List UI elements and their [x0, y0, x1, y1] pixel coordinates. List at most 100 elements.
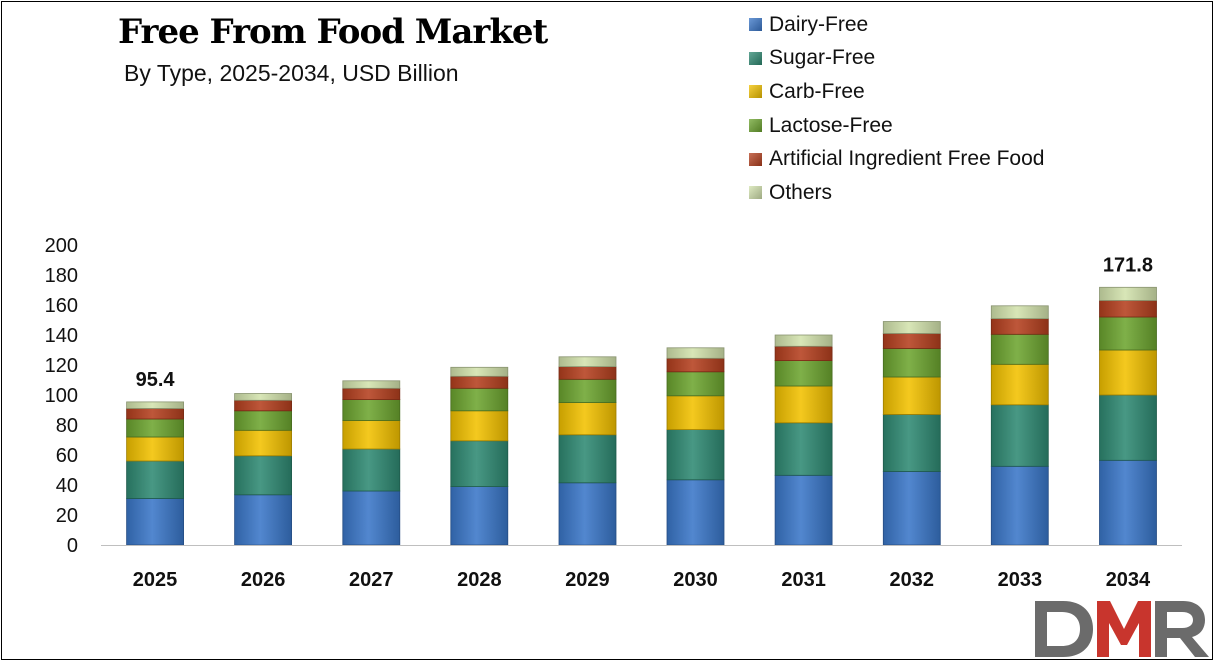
bar-artificial-ingredient-free-food-2034 — [1099, 300, 1157, 318]
bar-others-2026 — [234, 393, 293, 401]
y-tick-label-40: 40 — [56, 475, 78, 497]
y-tick-label-200: 200 — [45, 235, 78, 257]
bar-sugar-free-2033 — [990, 404, 1049, 467]
y-tick-label-160: 160 — [45, 295, 78, 317]
bar-lactose-free-2034 — [1099, 316, 1157, 351]
bar-stack-2031 — [774, 334, 833, 546]
bar-dairy-free-2032 — [882, 471, 941, 546]
bar-carb-free-2026 — [234, 429, 293, 457]
logo-letter-d — [1035, 601, 1093, 657]
bar-carb-free-2027 — [342, 420, 401, 450]
bar-dairy-free-2025 — [126, 498, 184, 546]
bar-artificial-ingredient-free-food-2033 — [990, 318, 1049, 335]
bar-carb-free-2030 — [666, 395, 725, 430]
bar-lactose-free-2031 — [774, 360, 833, 387]
bar-carb-free-2028 — [450, 410, 509, 442]
x-axis: 2025 2026 2027 2028 2029 2030 2031 2032 2033 2034 — [101, 545, 1182, 591]
bar-lactose-free-2033 — [990, 333, 1049, 365]
bar-dairy-free-2028 — [450, 486, 509, 546]
bar-others-2034 — [1099, 286, 1157, 301]
y-tick-label-0: 0 — [67, 535, 78, 557]
bar-others-2031 — [774, 334, 833, 347]
chart-title: Free From Food Market — [118, 12, 548, 52]
bar-others-2025 — [126, 401, 184, 409]
bar-lactose-free-2027 — [342, 399, 401, 421]
logo-letter-r — [1155, 601, 1209, 657]
bar-carb-free-2031 — [774, 385, 833, 424]
bar-sugar-free-2034 — [1099, 394, 1157, 461]
bar-carb-free-2025 — [126, 436, 184, 462]
x-tick-label-2026: 2026 — [241, 569, 286, 591]
legend-label: Sugar-Free — [769, 46, 876, 70]
bar-lactose-free-2030 — [666, 371, 725, 397]
bar-others-2030 — [666, 347, 725, 359]
legend-swatch — [749, 51, 762, 65]
chart-legend: Dairy-Free Sugar-Free Carb-Free Lactose-Fre… — [749, 8, 1044, 210]
legend-item-lactose-free: Lactose-Free — [749, 109, 1044, 143]
legend-item-artificial-ingredient-free-food: Artificial Ingredient Free Food — [749, 142, 1044, 176]
bar-lactose-free-2029 — [558, 378, 617, 403]
bar-carb-free-2029 — [558, 402, 617, 436]
bar-others-2029 — [558, 356, 617, 367]
bar-others-2028 — [450, 366, 509, 377]
bar-sugar-free-2030 — [666, 429, 725, 481]
bar-artificial-ingredient-free-food-2025 — [126, 408, 184, 420]
bar-artificial-ingredient-free-food-2029 — [558, 366, 617, 380]
bar-carb-free-2033 — [990, 363, 1049, 406]
legend-swatch — [749, 119, 762, 133]
chart-subtitle: By Type, 2025-2034, USD Billion — [124, 60, 459, 86]
y-tick-label-20: 20 — [56, 505, 78, 527]
y-tick-label-80: 80 — [56, 415, 78, 437]
data-label-2025: 95.4 — [136, 369, 176, 391]
legend-label: Carb-Free — [769, 79, 865, 103]
bar-sugar-free-2027 — [342, 448, 401, 492]
bar-dairy-free-2033 — [990, 465, 1049, 546]
y-axis: 0 20 40 60 80 100 120 140 160 180 200 — [45, 235, 78, 557]
bar-others-2033 — [990, 305, 1049, 319]
bar-artificial-ingredient-free-food-2028 — [450, 375, 509, 389]
x-tick-label-2034: 2034 — [1106, 569, 1151, 591]
legend-swatch — [749, 152, 762, 166]
bar-dairy-free-2030 — [666, 479, 725, 546]
bar-lactose-free-2028 — [450, 387, 509, 412]
bar-others-2027 — [342, 380, 401, 389]
bar-stack-2030 — [666, 347, 725, 546]
bar-stack-2028 — [450, 366, 509, 546]
y-tick-label-140: 140 — [45, 325, 78, 347]
y-tick-label-60: 60 — [56, 445, 78, 467]
bar-dairy-free-2031 — [774, 474, 833, 546]
bar-stack-2027 — [342, 380, 401, 546]
legend-swatch — [749, 18, 762, 32]
bar-dairy-free-2027 — [342, 490, 401, 546]
x-tick-label-2027: 2027 — [349, 569, 394, 591]
bar-sugar-free-2031 — [774, 422, 833, 476]
bar-lactose-free-2025 — [126, 418, 184, 438]
data-label-2034: 171.8 — [1103, 254, 1153, 276]
legend-item-sugar-free: Sugar-Free — [749, 42, 1044, 76]
bar-others-2032 — [882, 321, 941, 334]
y-tick-label-180: 180 — [45, 265, 78, 287]
bar-stack-2025 — [126, 401, 184, 546]
y-tick-label-100: 100 — [45, 385, 78, 407]
legend-label: Others — [769, 180, 833, 204]
bar-stack-2026 — [234, 393, 293, 546]
bar-dairy-free-2029 — [558, 482, 617, 546]
bar-stack-2029 — [558, 356, 617, 546]
legend-item-dairy-free: Dairy-Free — [749, 8, 1044, 42]
legend-label: Dairy-Free — [769, 12, 869, 36]
legend-swatch — [749, 85, 762, 99]
x-tick-label-2028: 2028 — [457, 569, 502, 591]
legend-swatch — [749, 186, 762, 200]
bar-stack-2034 — [1099, 286, 1157, 546]
x-tick-label-2031: 2031 — [781, 569, 826, 591]
dmr-logo — [1035, 601, 1209, 657]
x-tick-label-2033: 2033 — [998, 569, 1043, 591]
bar-lactose-free-2032 — [882, 348, 941, 378]
bar-artificial-ingredient-free-food-2027 — [342, 387, 401, 400]
x-tick-label-2029: 2029 — [565, 569, 610, 591]
x-tick-label-2025: 2025 — [133, 569, 178, 591]
bar-sugar-free-2028 — [450, 440, 509, 487]
bar-stack-2033 — [990, 305, 1049, 546]
